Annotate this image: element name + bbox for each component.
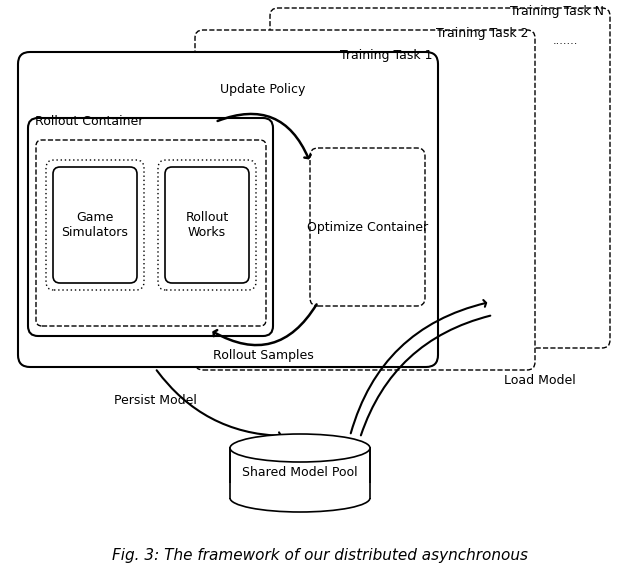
Text: Load Model: Load Model	[504, 373, 576, 387]
Text: Game
Simulators: Game Simulators	[61, 211, 129, 239]
Text: Training Task 2: Training Task 2	[436, 27, 529, 40]
FancyBboxPatch shape	[36, 140, 266, 326]
Text: Training Task 1: Training Task 1	[339, 49, 432, 62]
Text: Rollout Container: Rollout Container	[35, 115, 143, 128]
FancyBboxPatch shape	[18, 52, 438, 367]
FancyBboxPatch shape	[270, 8, 610, 348]
Text: Optimize Container: Optimize Container	[307, 221, 428, 234]
FancyBboxPatch shape	[195, 30, 535, 370]
Text: Rollout
Works: Rollout Works	[186, 211, 228, 239]
FancyBboxPatch shape	[310, 148, 425, 306]
Text: Persist Model: Persist Model	[113, 394, 196, 406]
FancyBboxPatch shape	[165, 167, 249, 283]
Text: .......: .......	[552, 36, 578, 46]
FancyBboxPatch shape	[53, 167, 137, 283]
Ellipse shape	[230, 434, 370, 462]
Bar	[229, 483, 371, 498]
Text: Fig. 3: The framework of our distributed asynchronous: Fig. 3: The framework of our distributed…	[112, 548, 528, 563]
Ellipse shape	[230, 484, 370, 512]
Text: Update Policy: Update Policy	[220, 83, 306, 96]
Text: Training Task N: Training Task N	[510, 5, 604, 18]
FancyBboxPatch shape	[28, 118, 273, 336]
FancyBboxPatch shape	[158, 160, 256, 290]
FancyBboxPatch shape	[46, 160, 144, 290]
Text: Rollout Samples: Rollout Samples	[212, 348, 314, 361]
Text: Shared Model Pool: Shared Model Pool	[242, 467, 358, 480]
